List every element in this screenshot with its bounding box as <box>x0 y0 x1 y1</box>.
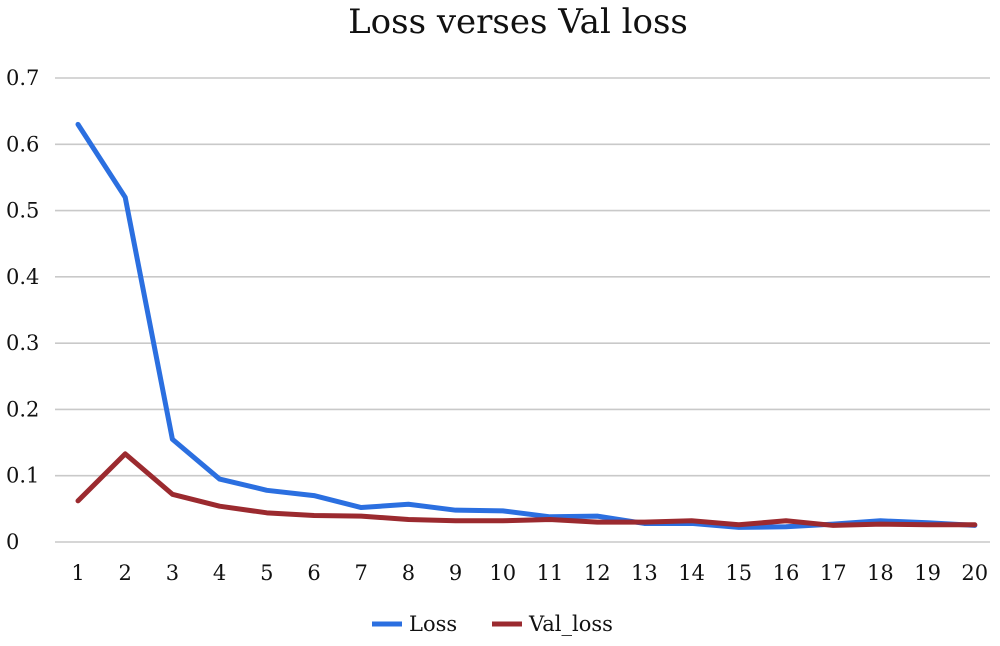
series-line-loss <box>75 121 978 530</box>
x-tick-label: 8 <box>402 561 415 585</box>
chart-title: Loss verses Val loss <box>348 2 688 42</box>
legend-label-loss: Loss <box>409 612 457 636</box>
series-line-val-loss <box>75 451 978 528</box>
x-tick-label: 1 <box>71 561 84 585</box>
y-tick-label: 0.2 <box>6 397 39 421</box>
y-tick-label: 0.4 <box>6 265 39 289</box>
gridlines <box>55 77 990 543</box>
x-tick-label: 16 <box>773 561 800 585</box>
x-tick-label: 10 <box>489 561 516 585</box>
x-tick-label: 19 <box>914 561 941 585</box>
x-tick-label: 3 <box>166 561 179 585</box>
series-lines <box>75 121 978 530</box>
y-tick-label: 0.5 <box>6 199 39 223</box>
y-tick-label: 0.1 <box>6 464 39 488</box>
x-tick-label: 18 <box>867 561 894 585</box>
legend-label-val-loss: Val_loss <box>528 612 613 636</box>
x-axis-tick-labels: 1 2 3 4 5 6 7 8 9 10 11 12 13 14 15 16 17 18 19 20 <box>71 561 988 585</box>
y-tick-label: 0.6 <box>6 132 39 156</box>
y-tick-label: 0.3 <box>6 331 39 355</box>
x-tick-label: 7 <box>355 561 368 585</box>
x-tick-label: 6 <box>307 561 320 585</box>
y-tick-label: 0 <box>6 530 19 554</box>
x-tick-label: 13 <box>631 561 658 585</box>
x-tick-label: 2 <box>119 561 132 585</box>
x-tick-label: 20 <box>961 561 988 585</box>
x-tick-label: 14 <box>678 561 705 585</box>
legend: Loss Val_loss <box>372 612 613 636</box>
x-tick-label: 15 <box>725 561 752 585</box>
x-tick-label: 12 <box>584 561 611 585</box>
x-tick-label: 4 <box>213 561 226 585</box>
y-axis-tick-labels: 0 0.1 0.2 0.3 0.4 0.5 0.6 0.7 <box>6 66 39 554</box>
x-tick-label: 5 <box>260 561 273 585</box>
x-tick-label: 11 <box>537 561 564 585</box>
x-tick-label: 9 <box>449 561 462 585</box>
x-tick-label: 17 <box>820 561 847 585</box>
y-tick-label: 0.7 <box>6 66 39 90</box>
